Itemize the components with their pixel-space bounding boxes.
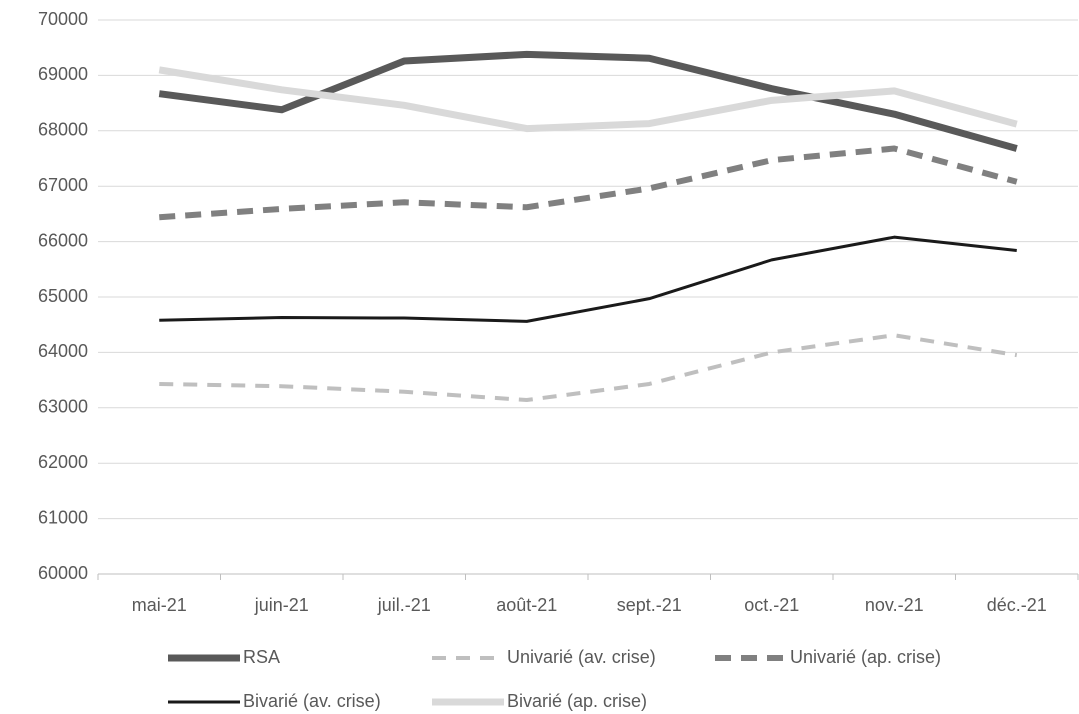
series-line xyxy=(158,66,1018,133)
y-tick-label: 68000 xyxy=(38,120,88,140)
legend-label: Univarié (av. crise) xyxy=(507,647,656,667)
series-line xyxy=(159,333,1018,403)
y-tick-label: 65000 xyxy=(38,286,88,306)
series-line xyxy=(159,235,1017,323)
x-tick-label: mai-21 xyxy=(132,595,187,615)
legend-label: Bivarié (av. crise) xyxy=(243,691,381,711)
legend-label: Bivarié (ap. crise) xyxy=(507,691,647,711)
legend-label: RSA xyxy=(243,647,280,667)
x-tick-label: nov.-21 xyxy=(865,595,924,615)
x-tick-label: sept.-21 xyxy=(617,595,682,615)
y-tick-label: 64000 xyxy=(38,341,88,361)
legend-label: Univarié (ap. crise) xyxy=(790,647,941,667)
y-tick-label: 60000 xyxy=(38,563,88,583)
y-tick-label: 69000 xyxy=(38,64,88,84)
y-tick-label: 70000 xyxy=(38,9,88,29)
y-tick-label: 67000 xyxy=(38,175,88,195)
x-tick-label: déc.-21 xyxy=(987,595,1047,615)
x-tick-label: août-21 xyxy=(496,595,557,615)
x-tick-label: juil.-21 xyxy=(377,595,431,615)
x-tick-label: oct.-21 xyxy=(744,595,799,615)
y-tick-label: 63000 xyxy=(38,397,88,417)
x-tick-label: juin-21 xyxy=(254,595,309,615)
y-tick-label: 61000 xyxy=(38,507,88,527)
y-tick-label: 62000 xyxy=(38,452,88,472)
series-line xyxy=(158,50,1018,152)
y-tick-label: 66000 xyxy=(38,230,88,250)
series-line xyxy=(159,145,1018,221)
